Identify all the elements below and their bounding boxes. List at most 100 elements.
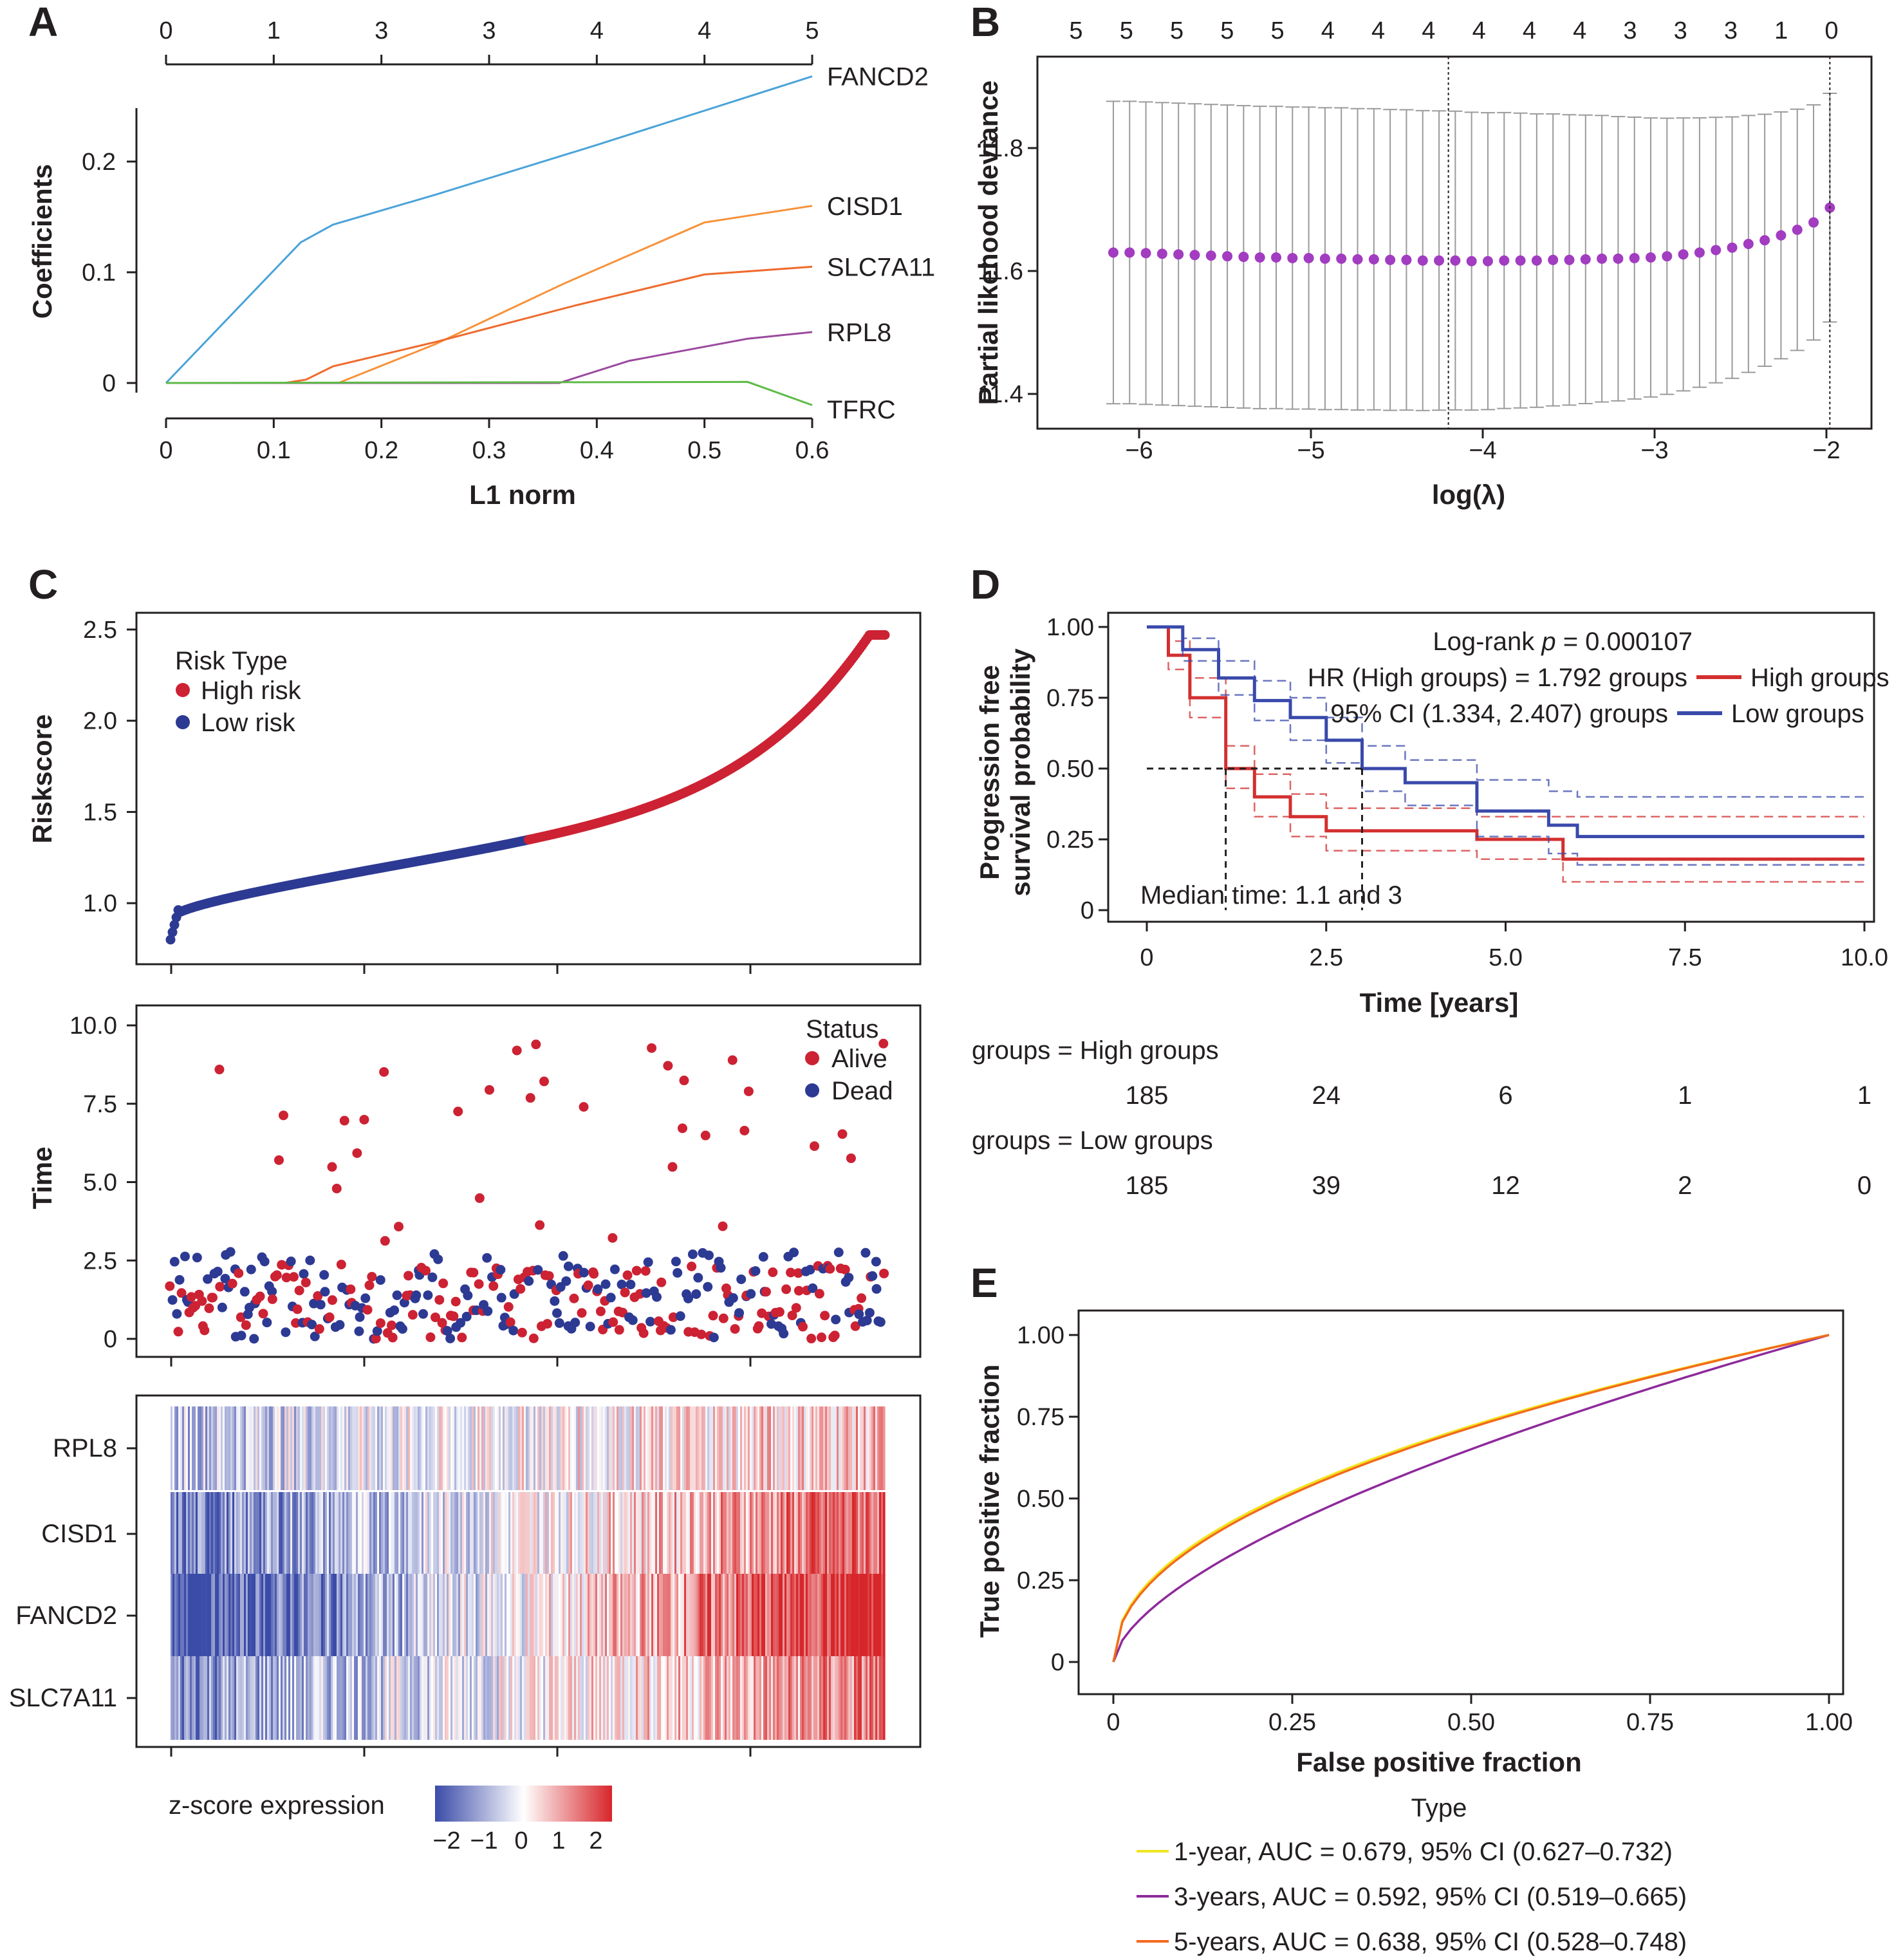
heatmap-cell-fancd2 bbox=[313, 1574, 316, 1657]
heatmap-cell-fancd2 bbox=[211, 1574, 214, 1657]
heatmap-cell-fancd2 bbox=[698, 1574, 700, 1657]
time-point bbox=[837, 1129, 848, 1139]
heatmap-cell-cisd1 bbox=[835, 1492, 837, 1576]
heatmap-cell-fancd2 bbox=[393, 1574, 395, 1657]
panel-letter-d: D bbox=[970, 561, 1000, 608]
heatmap-cell-cisd1 bbox=[617, 1492, 619, 1576]
time-point bbox=[608, 1317, 618, 1327]
heatmap-cell-slc7a11 bbox=[483, 1656, 486, 1740]
heatmap-cell-rpl8 bbox=[688, 1406, 691, 1490]
heatmap-cell-cisd1 bbox=[271, 1492, 274, 1576]
riskscore-ytick-label: 1.5 bbox=[83, 799, 117, 826]
cv-point bbox=[1222, 251, 1233, 262]
heatmap-cell-rpl8 bbox=[348, 1406, 351, 1490]
heatmap-cell-fancd2 bbox=[783, 1574, 785, 1657]
heatmap-cell-fancd2 bbox=[223, 1574, 225, 1657]
heatmap-cell-slc7a11 bbox=[580, 1656, 582, 1740]
panel-b-toptick-label: 0 bbox=[1824, 17, 1838, 44]
km-logrank-value: = 0.000107 bbox=[1556, 628, 1693, 656]
heatmap-cell-cisd1 bbox=[209, 1492, 212, 1576]
heatmap-cell-fancd2 bbox=[732, 1574, 735, 1657]
heatmap-cell-cisd1 bbox=[645, 1492, 648, 1576]
heatmap-cell-cisd1 bbox=[389, 1492, 391, 1576]
heatmap-cell-slc7a11 bbox=[879, 1656, 882, 1740]
heatmap-cell-rpl8 bbox=[547, 1406, 550, 1490]
time-point bbox=[728, 1293, 738, 1303]
time-point bbox=[561, 1276, 571, 1286]
heatmap-cell-rpl8 bbox=[275, 1406, 277, 1490]
heatmap-cell-slc7a11 bbox=[543, 1656, 546, 1740]
heatmap-cell-cisd1 bbox=[580, 1492, 582, 1576]
heatmap-cell-cisd1 bbox=[252, 1492, 254, 1576]
heatmap-cell-rpl8 bbox=[310, 1406, 312, 1490]
panel-e-ylabel: True positive fraction bbox=[974, 1365, 1005, 1638]
panel-b-toptick-label: 4 bbox=[1321, 17, 1335, 44]
heatmap-cell-cisd1 bbox=[833, 1492, 835, 1576]
status-legend-dead: Dead bbox=[831, 1077, 893, 1105]
heatmap-cell-rpl8 bbox=[290, 1406, 293, 1490]
heatmap-cell-slc7a11 bbox=[458, 1656, 461, 1740]
heatmap-cell-fancd2 bbox=[759, 1574, 762, 1657]
heatmap-cell-rpl8 bbox=[875, 1406, 878, 1490]
heatmap-cell-rpl8 bbox=[626, 1406, 629, 1490]
heatmap-cell-slc7a11 bbox=[474, 1656, 476, 1740]
heatmap-cell-rpl8 bbox=[395, 1406, 397, 1490]
heatmap-cell-rpl8 bbox=[788, 1406, 791, 1490]
heatmap-cell-cisd1 bbox=[823, 1492, 826, 1576]
heatmap-cell-fancd2 bbox=[584, 1574, 586, 1657]
time-point bbox=[372, 1326, 382, 1336]
time-point bbox=[474, 1279, 484, 1289]
heatmap-cell-cisd1 bbox=[383, 1492, 385, 1576]
cv-point bbox=[1645, 252, 1656, 263]
heatmap-cell-cisd1 bbox=[732, 1492, 735, 1576]
heatmap-cell-rpl8 bbox=[786, 1406, 789, 1490]
time-point bbox=[272, 1270, 282, 1280]
heatmap-cell-slc7a11 bbox=[779, 1656, 781, 1740]
time-point bbox=[286, 1256, 296, 1267]
time-point bbox=[411, 1290, 422, 1300]
heatmap-cell-cisd1 bbox=[339, 1492, 341, 1576]
heatmap-cell-slc7a11 bbox=[283, 1656, 285, 1740]
time-point bbox=[314, 1324, 324, 1334]
panel-c-riskscore-ylabel: Riskscore bbox=[27, 714, 57, 844]
time-point bbox=[704, 1250, 714, 1260]
heatmap-cell-fancd2 bbox=[839, 1574, 841, 1657]
heatmap-cell-cisd1 bbox=[447, 1492, 449, 1576]
time-point bbox=[389, 1305, 400, 1316]
heatmap-cell-cisd1 bbox=[240, 1492, 243, 1576]
heatmap-cell-fancd2 bbox=[198, 1574, 200, 1657]
heatmap-cell-fancd2 bbox=[601, 1574, 604, 1657]
lasso-label-fancd2: FANCD2 bbox=[827, 63, 929, 91]
panel-a-xlabel: L1 norm bbox=[469, 480, 576, 510]
heatmap-cell-rpl8 bbox=[373, 1406, 376, 1490]
heatmap-cell-fancd2 bbox=[742, 1574, 745, 1657]
heatmap-cell-rpl8 bbox=[356, 1406, 358, 1490]
heatmap-cell-cisd1 bbox=[385, 1492, 387, 1576]
heatmap-cell-cisd1 bbox=[624, 1492, 627, 1576]
heatmap-cell-cisd1 bbox=[464, 1492, 467, 1576]
heatmap-cell-rpl8 bbox=[740, 1406, 743, 1490]
heatmap-cell-cisd1 bbox=[825, 1492, 828, 1576]
heatmap-cell-slc7a11 bbox=[802, 1656, 804, 1740]
heatmap-cell-cisd1 bbox=[873, 1492, 876, 1576]
heatmap-cell-fancd2 bbox=[707, 1574, 710, 1657]
heatmap-cell-cisd1 bbox=[306, 1492, 308, 1576]
heatmap-cell-slc7a11 bbox=[366, 1656, 368, 1740]
heatmap-cell-fancd2 bbox=[367, 1574, 370, 1657]
heatmap-cell-fancd2 bbox=[281, 1574, 283, 1657]
time-point bbox=[579, 1267, 589, 1278]
heatmap-cell-rpl8 bbox=[174, 1406, 177, 1490]
heatmap-cell-fancd2 bbox=[572, 1574, 575, 1657]
heatmap-cell-rpl8 bbox=[435, 1406, 438, 1490]
panel-a-toptick-label: 5 bbox=[805, 17, 819, 44]
heatmap-cell-slc7a11 bbox=[248, 1656, 250, 1740]
heatmap-cell-cisd1 bbox=[796, 1492, 799, 1576]
heatmap-cell-slc7a11 bbox=[549, 1656, 552, 1740]
heatmap-cell-fancd2 bbox=[729, 1574, 731, 1657]
heatmap-cell-rpl8 bbox=[393, 1406, 395, 1490]
heatmap-cell-rpl8 bbox=[617, 1406, 619, 1490]
heatmap-cell-rpl8 bbox=[364, 1406, 366, 1490]
heatmap-cell-fancd2 bbox=[852, 1574, 855, 1657]
heatmap-cell-cisd1 bbox=[234, 1492, 237, 1576]
time-point bbox=[262, 1318, 272, 1328]
